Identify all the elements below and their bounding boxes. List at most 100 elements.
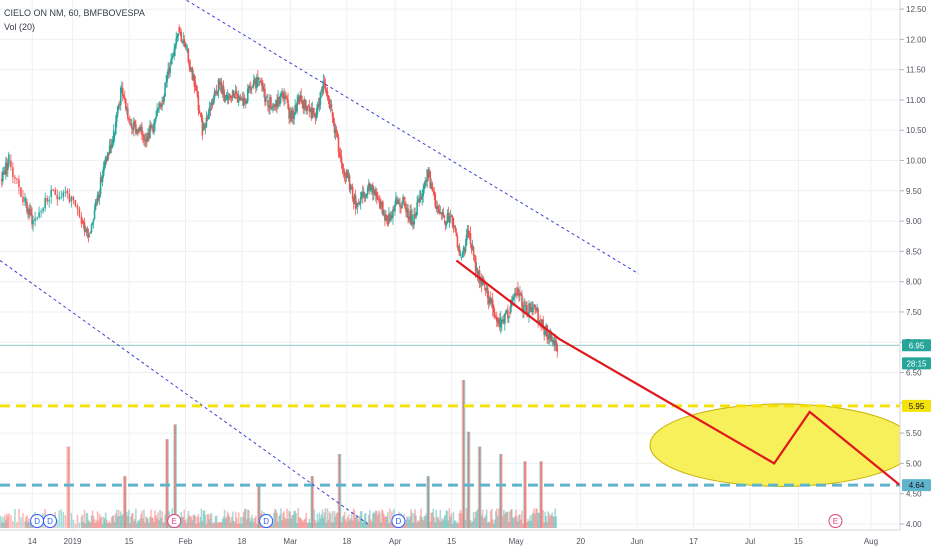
volume-bar [18,508,20,528]
volume-bar [80,516,83,528]
candle-body [38,212,40,218]
candle-body [134,121,136,125]
candle-body [64,191,67,193]
candle-body [252,85,254,88]
candle-body [457,246,460,248]
volume-bar [243,508,246,528]
volume-bar [340,522,343,528]
volume-bar [441,518,444,528]
candle-body [325,89,328,91]
volume-bar [491,519,494,528]
candle-body [140,126,142,132]
volume-bar [311,476,313,528]
candle-body [158,103,160,108]
volume-bar [87,520,90,528]
volume-bar [539,461,541,528]
volume-bar [214,516,217,528]
candle-body [217,79,220,92]
candle-body [190,67,193,71]
candle-body [510,299,512,312]
volume-bar [224,518,227,528]
candle-body [398,203,400,205]
volume-bar [417,520,419,528]
volume-bar [190,516,193,528]
volume-bar [462,380,465,528]
candle-body [327,95,330,99]
volume-bar [336,512,339,528]
volume-bar [139,519,141,528]
volume-bar [204,514,207,528]
candle-body [168,69,170,73]
volume-bar [467,431,470,528]
candle-body [42,208,44,212]
volume-bar [133,520,135,528]
candle-body [410,210,412,225]
volume-bar [375,510,377,528]
volume-bar [292,515,294,528]
volume-bar [515,509,517,528]
candle-body [261,80,263,87]
volume-bar [458,512,461,528]
volume-bar [367,514,370,528]
volume-bar [427,476,430,528]
candle-body [285,96,287,99]
candle-body [113,134,116,137]
candle-body [40,211,42,213]
volume-bar [140,514,142,528]
volume-bar [304,518,307,528]
x-tick-label: 15 [794,537,803,546]
candle-body [293,114,295,119]
candle-body [524,304,526,306]
candle-body [291,110,293,119]
volume-bar [543,522,545,528]
volume-bar [459,509,462,528]
candle-body [145,139,147,143]
volume-bar [443,516,446,528]
candle-body [369,188,372,191]
volume-bar [359,511,362,528]
candle-body [271,107,273,109]
volume-bar [320,514,323,528]
volume-bar [449,516,452,528]
candle-body [483,280,486,287]
candle-body [30,209,32,215]
volume-bar [337,454,340,528]
candle-body [186,49,189,52]
volume-bar [196,516,199,528]
candle-body [227,95,230,98]
candle-body [381,201,383,207]
candle-body [31,214,33,225]
event-marker [828,514,843,528]
candle-body [474,256,477,271]
volume-bar [453,520,456,528]
volume-bar [159,509,161,528]
candle-body [206,117,209,119]
volume-bar [428,476,431,528]
candle-body [161,103,163,107]
volume-bar [349,518,352,528]
volume-bar [7,516,9,528]
volume-bar [297,508,299,528]
x-tick-label: 15 [125,537,134,546]
candle-body [544,330,546,335]
y-tick-label: 4.00 [906,520,922,529]
candle-body [401,202,403,209]
candle-body [242,97,245,106]
volume-bar [481,509,484,528]
candle-body [449,215,452,217]
volume-bar [131,513,133,528]
volume-bar [447,520,450,528]
candle-body [136,129,138,134]
volume-bar [112,515,115,528]
event-marker-label: D [34,517,40,526]
candle-body [386,215,388,219]
candle-body [479,280,482,283]
candle-body [123,97,126,100]
candle-body [462,247,465,253]
volume-bar [207,513,210,528]
volume-bar [427,476,430,528]
volume-bar [478,446,481,528]
volume-bar [8,513,10,528]
